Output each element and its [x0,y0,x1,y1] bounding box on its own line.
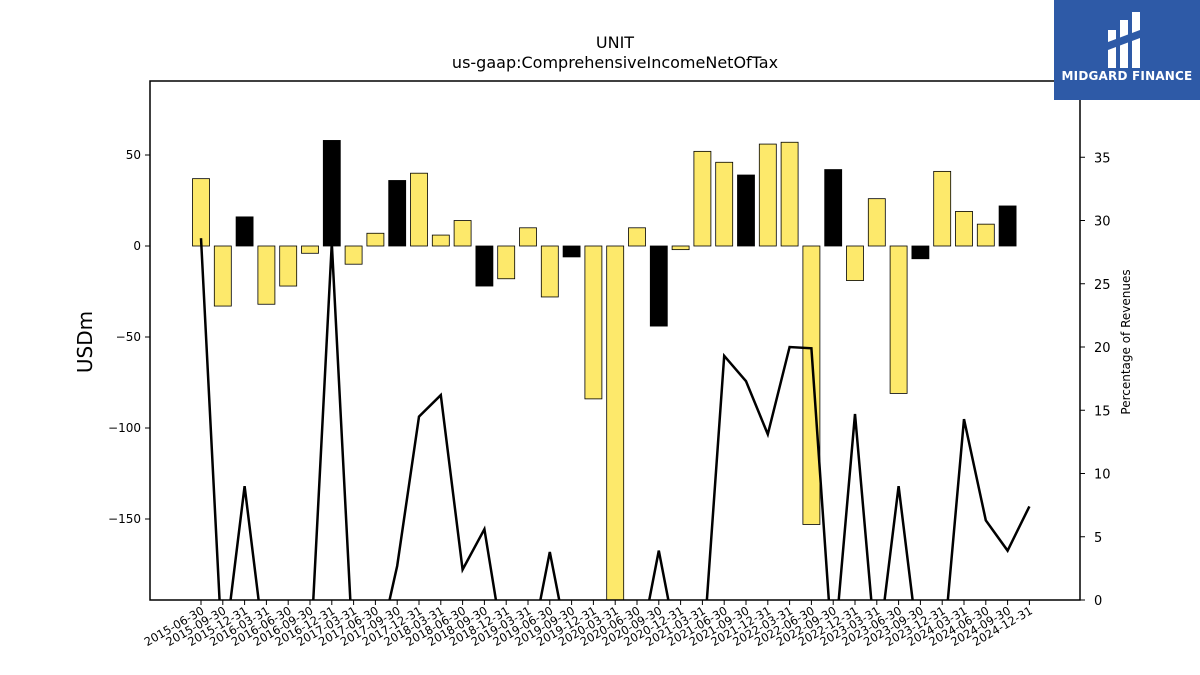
y2-tick-label: 20 [1094,341,1111,356]
y2-tick-label: 35 [1094,151,1111,166]
bar-2022-03-31 [780,141,799,247]
bar-2016-06-30 [279,245,298,287]
y2-tick-label: 5 [1094,531,1102,546]
chart-title: UNIT [596,33,634,52]
midgard-logo-icon [1108,12,1140,68]
bar-2020-06-30 [628,227,646,247]
bar-2015-09-30 [213,245,232,307]
bar-2019-09-30 [562,245,581,258]
bar-2015-06-30 [192,178,210,247]
bar-2023-03-31 [867,198,886,247]
y2-tick-label: 10 [1094,468,1111,483]
bar-2018-09-30 [475,245,494,287]
bar-2023-12-31 [933,170,952,247]
bar-2016-09-30 [301,245,319,254]
bar-2019-12-31 [584,245,603,400]
y2-tick-label: 0 [1094,594,1102,609]
bar-2018-06-30 [453,220,472,247]
bar-2022-06-30 [802,245,821,525]
y2-tick-label: 15 [1094,404,1111,419]
y-axis-label: USDm [73,311,97,373]
bar-2021-09-30 [737,174,755,247]
y-tick-label: −50 [116,330,141,344]
y-tick-label: 0 [133,239,141,253]
bar-2021-03-31 [693,150,712,247]
y-tick-label: −100 [108,421,141,435]
bar-2022-12-31 [846,245,864,281]
bar-2016-03-31 [257,245,276,305]
chart-subtitle: us-gaap:ComprehensiveIncomeNetOfTax [452,53,778,72]
brand-logo: MIDGARD FINANCE [1054,0,1200,100]
bar-2019-06-30 [540,245,559,298]
bar-2018-03-31 [431,234,450,247]
bar-2023-09-30 [911,245,930,260]
y-tick-label: −150 [108,512,141,526]
bar-2016-12-31 [322,140,341,247]
bar-2017-09-30 [388,180,407,247]
bar-2024-06-30 [976,223,995,247]
y2-tick-label: 25 [1094,278,1111,293]
bar-2020-12-31 [671,245,690,251]
y-tick-label: 50 [126,148,141,162]
bar-2017-12-31 [410,172,428,247]
bar-2021-12-31 [758,143,777,247]
brand-name: MIDGARD FINANCE [1061,69,1193,83]
bar-2020-09-30 [649,245,668,327]
bar-2020-03-31 [606,245,625,600]
bar-2018-12-31 [497,245,516,280]
bars-group [192,140,1031,600]
bar-2022-09-30 [824,169,843,247]
bar-2024-03-31 [955,211,973,247]
bar-2024-09-30 [998,205,1017,247]
bar-2023-06-30 [889,245,908,394]
y2-tick-label: 30 [1094,215,1111,230]
bar-2017-06-30 [366,232,385,247]
percentage-line [199,238,1031,600]
bar-2021-06-30 [715,161,734,247]
bar-2019-03-31 [519,227,537,247]
bar-2017-03-31 [344,245,363,265]
y2-axis-label: Percentage of Revenues [1119,269,1133,414]
bar-2015-12-31 [235,216,254,247]
